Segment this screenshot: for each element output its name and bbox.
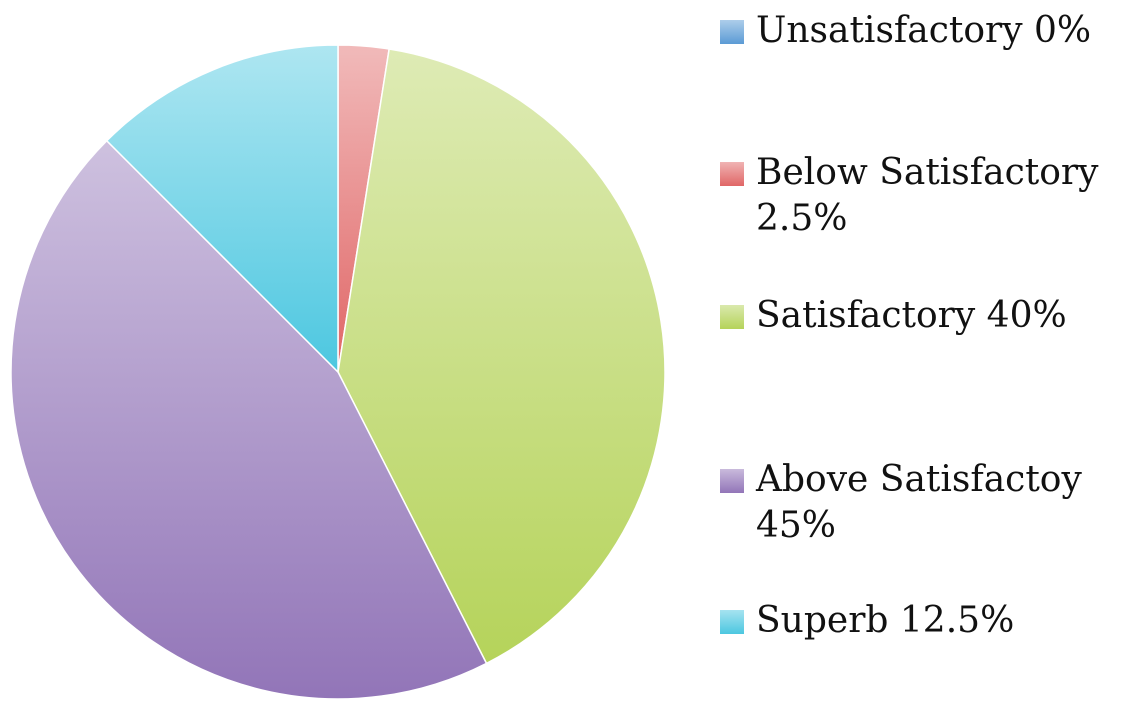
legend-text: Above Satisfactoy 45% bbox=[756, 457, 1120, 549]
legend-swatch bbox=[720, 305, 744, 329]
legend-swatch bbox=[720, 20, 744, 44]
legend-text: Unsatisfactory 0% bbox=[756, 8, 1120, 54]
legend-value: 40% bbox=[986, 295, 1067, 336]
legend-label: Satisfactory bbox=[756, 295, 976, 336]
legend-label: Unsatisfactory bbox=[756, 10, 1023, 51]
legend-text: Below Satisfactory 2.5% bbox=[756, 150, 1120, 242]
legend-swatch bbox=[720, 469, 744, 493]
legend-value: 12.5% bbox=[899, 600, 1015, 641]
legend-swatch bbox=[720, 162, 744, 186]
legend-swatch bbox=[720, 610, 744, 634]
legend-value: 0% bbox=[1034, 10, 1092, 51]
legend-value: 2.5% bbox=[756, 198, 848, 239]
legend-label: Superb bbox=[756, 600, 889, 641]
legend-value: 45% bbox=[756, 505, 837, 546]
chart bbox=[10, 44, 666, 700]
legend-label: Below Satisfactory bbox=[756, 152, 1099, 193]
pie-slice bbox=[337, 48, 666, 665]
pie-slice bbox=[10, 139, 488, 700]
legend-text: Satisfactory 40% bbox=[756, 293, 1120, 339]
legend-label: Above Satisfactoy bbox=[756, 459, 1082, 500]
pie-slice bbox=[105, 44, 339, 374]
legend-text: Superb 12.5% bbox=[756, 598, 1120, 644]
